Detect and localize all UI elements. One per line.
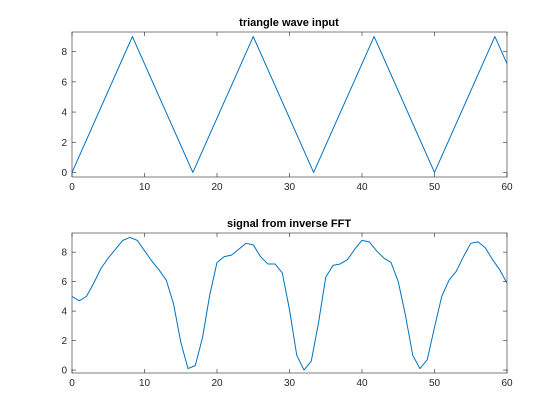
x-tick-label: 10 bbox=[139, 378, 151, 389]
y-tick-label: 8 bbox=[61, 47, 67, 58]
x-tick-label: 10 bbox=[139, 182, 151, 193]
x-tick-label: 60 bbox=[501, 182, 513, 193]
plot-title: triangle wave input bbox=[239, 17, 339, 29]
plot-triangle-wave: triangle wave input 0 10 20 30 40 50 60 0 2 4 6 8 bbox=[61, 17, 513, 193]
y-tick-label: 8 bbox=[61, 248, 67, 259]
y-tick-label: 2 bbox=[61, 138, 67, 149]
x-tick-label: 30 bbox=[284, 378, 296, 389]
y-tick-label: 2 bbox=[61, 336, 67, 347]
series-line bbox=[71, 36, 508, 173]
plot-inverse-fft: signal from inverse FFT 0 10 20 30 40 50 60 0 2 4… bbox=[61, 218, 513, 389]
y-tick-label: 0 bbox=[61, 366, 67, 377]
x-tick-label: 60 bbox=[501, 378, 513, 389]
x-tick-label: 50 bbox=[429, 182, 441, 193]
x-tick-label: 40 bbox=[356, 378, 368, 389]
x-tick-label: 20 bbox=[211, 182, 223, 193]
x-tick-label: 40 bbox=[356, 182, 368, 193]
y-tick-label: 6 bbox=[61, 277, 67, 288]
y-tick-label: 0 bbox=[61, 168, 67, 179]
x-tick-label: 20 bbox=[211, 378, 223, 389]
axes-box bbox=[71, 232, 508, 374]
y-tick-label: 6 bbox=[61, 77, 67, 88]
x-tick-label: 0 bbox=[69, 378, 75, 389]
x-tick-label: 30 bbox=[284, 182, 296, 193]
y-tick-label: 4 bbox=[61, 307, 67, 318]
y-tick-label: 4 bbox=[61, 108, 67, 119]
plot-title: signal from inverse FFT bbox=[227, 218, 351, 230]
x-tick-label: 50 bbox=[429, 378, 441, 389]
x-tick-label: 0 bbox=[69, 182, 75, 193]
series-line bbox=[71, 236, 508, 371]
